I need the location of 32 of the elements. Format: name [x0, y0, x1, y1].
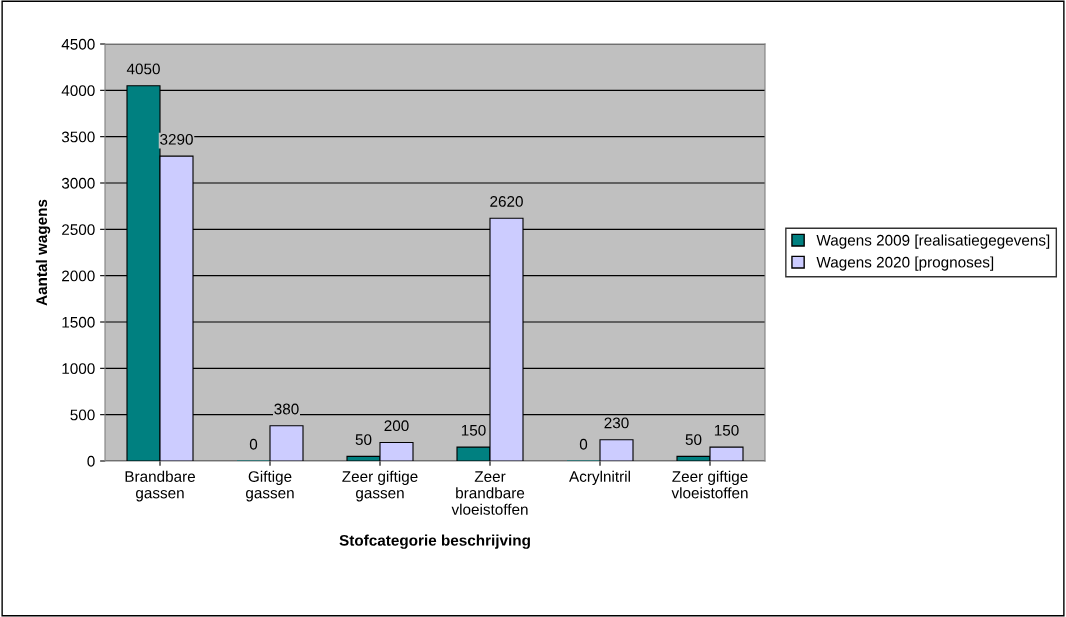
- y-tick-label: 1000: [62, 363, 95, 375]
- y-tick-label: 0: [87, 455, 95, 467]
- y-axis-title: Aantal wagens: [35, 199, 51, 306]
- data-label: 0: [249, 438, 258, 450]
- x-tick-label: Acrylnitril: [569, 470, 630, 485]
- x-tick-label: Zeer brandbare vloeistoffen: [451, 471, 528, 515]
- x-tick-label: Zeer giftige vloeistoffen: [671, 470, 748, 499]
- data-label: 150: [714, 424, 739, 436]
- legend-label: Wagens 2009 [realisatiegegevens]: [816, 234, 1050, 249]
- legend-label: Wagens 2020 [prognoses]: [816, 256, 994, 271]
- data-label: 150: [461, 424, 486, 436]
- y-tick-label: 2500: [62, 224, 95, 236]
- y-tick-label: 500: [70, 409, 95, 421]
- data-label: 50: [355, 434, 372, 446]
- data-label: 0: [579, 438, 588, 450]
- x-tick-label: Zeer giftige gassen: [342, 470, 418, 502]
- x-tick-label: Giftige gassen: [246, 470, 294, 502]
- y-tick-label: 4500: [61, 38, 95, 50]
- y-tick-label: 3000: [61, 177, 95, 189]
- data-label: 3290: [160, 133, 193, 145]
- x-tick-label: Brandbare gassen: [125, 470, 195, 502]
- x-axis-title: Stofcategorie beschrijving: [339, 534, 530, 549]
- data-label: 2620: [490, 196, 523, 207]
- y-tick-label: 3500: [61, 131, 95, 143]
- y-tick-label: 1500: [62, 316, 95, 328]
- data-label: 200: [384, 420, 409, 432]
- data-label: 380: [274, 403, 299, 415]
- data-label: 50: [685, 434, 702, 446]
- y-tick-label: 2000: [62, 270, 95, 282]
- data-label: 4050: [126, 63, 160, 75]
- y-tick-label: 4000: [61, 85, 95, 97]
- data-label: 230: [604, 417, 629, 429]
